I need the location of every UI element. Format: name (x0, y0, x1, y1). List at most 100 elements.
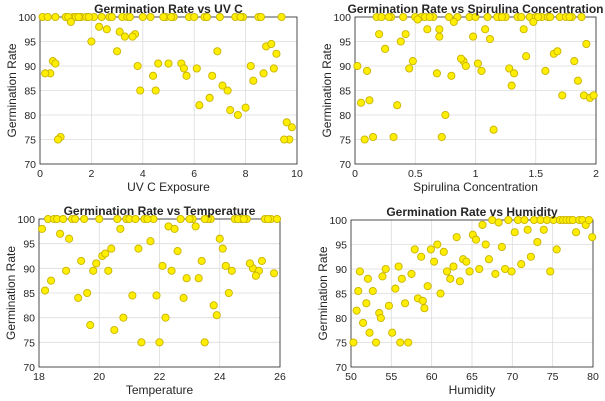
y-tick-label: 85 (24, 86, 36, 98)
chart-title: Germination Rate vs Temperature (64, 204, 256, 218)
data-point (241, 103, 250, 112)
data-point (224, 288, 233, 298)
y-tick-label: 100 (17, 214, 35, 226)
plot-area-frame (38, 218, 281, 368)
data-point (504, 215, 513, 225)
x-tick-label: 55 (385, 371, 397, 383)
data-point (436, 289, 445, 298)
data-point (233, 110, 242, 120)
data-point (481, 25, 490, 34)
data-point (541, 66, 550, 75)
data-point (74, 293, 83, 302)
data-point (426, 245, 435, 254)
y-tick-label: 95 (23, 239, 35, 251)
data-point (471, 12, 480, 22)
data-point (92, 259, 101, 268)
data-point (477, 66, 486, 75)
data-point (197, 256, 206, 265)
data-point (102, 25, 111, 34)
data-point (413, 15, 422, 24)
x-axis-label: Spirulina Concentration (413, 180, 538, 194)
y-tick-label: 95 (24, 37, 36, 49)
data-point (494, 218, 503, 227)
data-point (352, 306, 361, 315)
data-point (484, 255, 493, 264)
x-tick-label: 24 (214, 371, 226, 383)
data-point (267, 39, 276, 49)
data-point (236, 12, 245, 22)
data-point (553, 47, 562, 56)
y-tick-label: 80 (23, 313, 35, 325)
y-axis-label: Germination Rate (320, 43, 334, 137)
x-tick-label: 2 (88, 168, 94, 180)
data-point (182, 274, 191, 283)
x-tick-label: 70 (506, 371, 518, 383)
x-tick-label: 22 (154, 371, 166, 383)
y-tick-label: 70 (335, 362, 347, 374)
chart-title: Germination Rate vs Spirulina Concentrat… (347, 2, 603, 16)
data-point (529, 17, 538, 26)
x-tick-label: 4 (140, 168, 146, 180)
y-tick-label: 80 (24, 110, 36, 122)
data-point (223, 86, 232, 95)
data-point (59, 214, 68, 224)
y-tick-label: 100 (18, 12, 36, 24)
data-point (507, 81, 516, 90)
data-point (89, 266, 98, 275)
data-point (394, 262, 403, 271)
x-tick-label: 0 (352, 168, 358, 180)
data-point (115, 27, 124, 36)
data-point (159, 12, 168, 22)
y-tick-label: 95 (339, 37, 351, 49)
data-point (399, 12, 408, 22)
data-point (423, 25, 432, 34)
data-point (43, 12, 52, 22)
data-point (356, 98, 366, 107)
data-point (47, 276, 56, 285)
data-point (170, 224, 179, 233)
data-point (212, 311, 221, 320)
data-point (418, 296, 427, 305)
data-point (365, 96, 374, 105)
data-point (113, 214, 122, 224)
data-point (425, 12, 434, 22)
data-point (191, 222, 200, 231)
data-point (435, 32, 444, 41)
data-point (455, 277, 464, 286)
data-point (432, 69, 441, 78)
data-point (101, 249, 110, 258)
y-tick-label: 90 (339, 61, 351, 73)
x-tick-label: 1 (473, 168, 479, 180)
y-tick-label: 90 (335, 264, 347, 276)
data-point (384, 301, 393, 310)
y-tick-label: 70 (23, 362, 35, 374)
data-point (173, 247, 182, 256)
data-point (83, 288, 92, 298)
data-point (53, 135, 63, 144)
data-point (176, 214, 185, 224)
data-point (107, 244, 116, 253)
data-point (588, 233, 597, 242)
x-tick-label: 80 (587, 371, 599, 383)
data-point (437, 132, 446, 142)
y-tick-label: 90 (23, 263, 35, 275)
data-point (205, 93, 214, 102)
data-point (161, 313, 170, 322)
data-point (405, 64, 414, 73)
data-point (400, 299, 410, 308)
data-point (97, 12, 106, 22)
data-point (167, 12, 176, 22)
data-point (245, 259, 254, 268)
data-point (401, 30, 410, 39)
data-point (449, 17, 458, 26)
data-point (539, 225, 548, 234)
data-point (481, 240, 490, 249)
data-point (95, 214, 104, 224)
data-point (377, 12, 386, 22)
data-point (526, 252, 535, 261)
data-point (80, 214, 89, 224)
data-point (149, 71, 158, 80)
data-point (74, 12, 83, 22)
data-point (362, 299, 371, 308)
